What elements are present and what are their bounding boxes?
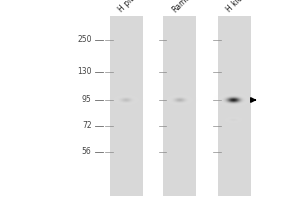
- Bar: [164, 16, 196, 196]
- Bar: [218, 16, 250, 196]
- Text: Ramos: Ramos: [171, 0, 195, 14]
- Text: 72: 72: [82, 121, 92, 130]
- Bar: [110, 16, 142, 196]
- Text: H placenta: H placenta: [117, 0, 152, 14]
- Text: 95: 95: [82, 96, 92, 104]
- Text: 250: 250: [77, 36, 92, 45]
- Text: 56: 56: [82, 148, 92, 156]
- Text: 130: 130: [77, 68, 92, 76]
- Text: H kidney: H kidney: [225, 0, 255, 14]
